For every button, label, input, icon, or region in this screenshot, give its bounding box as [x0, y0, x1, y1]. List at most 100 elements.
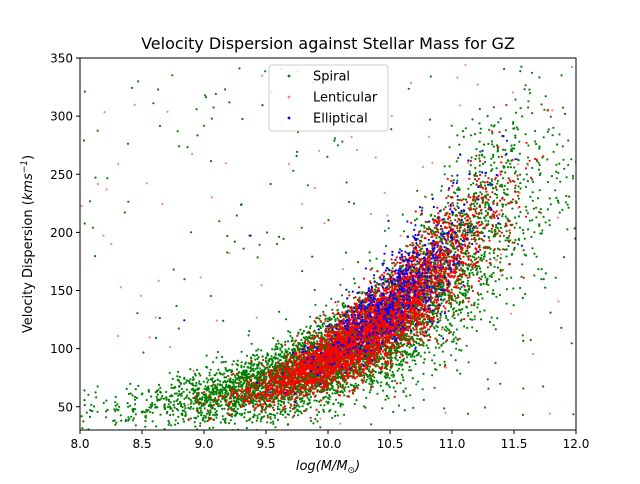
spiral-point: [310, 341, 313, 344]
spiral-point: [252, 369, 255, 372]
spiral-point: [222, 360, 225, 364]
spiral-point: [325, 304, 328, 307]
spiral-point: [242, 382, 245, 385]
spiral-point: [486, 266, 489, 269]
spiral-point: [400, 373, 403, 376]
spiral-point: [166, 410, 169, 413]
spiral-point: [513, 166, 516, 169]
spiral-point: [539, 208, 542, 211]
spiral-point: [492, 235, 495, 238]
spiral-point: [188, 380, 191, 383]
spiral-point: [423, 351, 426, 354]
spiral-point: [529, 338, 532, 341]
spiral-point: [438, 346, 441, 349]
spiral-point: [387, 397, 390, 400]
spiral-point: [460, 267, 463, 270]
spiral-point: [492, 153, 495, 156]
spiral-point: [371, 368, 374, 371]
spiral-point: [198, 411, 202, 414]
spiral-point: [511, 122, 515, 125]
spiral-point: [254, 403, 257, 406]
spiral-point: [465, 306, 469, 309]
spiral-point: [446, 318, 450, 322]
spiral-point: [234, 413, 237, 416]
spiral-point: [222, 388, 225, 391]
spiral-point: [381, 363, 384, 366]
spiral-point: [559, 180, 562, 183]
spiral-point: [560, 326, 563, 329]
spiral-point: [286, 413, 289, 416]
spiral-point: [334, 318, 337, 321]
spiral-point: [503, 184, 506, 187]
spiral-point: [276, 418, 280, 421]
spiral-point: [256, 416, 259, 420]
spiral-point: [570, 158, 573, 161]
spiral-point: [433, 312, 436, 315]
spiral-point: [413, 219, 417, 222]
spiral-point: [373, 288, 377, 291]
spiral-point: [324, 395, 327, 398]
spiral-point: [422, 372, 425, 375]
spiral-point: [240, 361, 243, 364]
spiral-point: [420, 343, 423, 346]
spiral-point: [132, 407, 135, 410]
spiral-point: [531, 180, 535, 183]
spiral-point: [223, 420, 226, 423]
spiral-point: [192, 392, 195, 395]
spiral-point: [433, 386, 436, 389]
spiral-point: [171, 409, 174, 412]
spiral-point: [501, 205, 504, 208]
spiral-point: [276, 357, 279, 360]
spiral-point: [491, 180, 494, 183]
spiral-point: [452, 179, 455, 182]
spiral-point: [388, 377, 391, 380]
spiral-point: [316, 325, 319, 328]
spiral-point: [177, 394, 180, 397]
spiral-point: [459, 319, 462, 322]
spiral-point: [119, 414, 122, 417]
spiral-point: [448, 329, 451, 332]
spiral-point: [366, 375, 369, 378]
spiral-point: [490, 178, 493, 181]
spiral-point: [219, 380, 222, 383]
spiral-point: [379, 358, 382, 361]
spiral-point: [221, 415, 224, 418]
spiral-point: [477, 298, 480, 301]
spiral-point: [301, 399, 304, 402]
spiral-point: [471, 318, 474, 321]
spiral-point: [331, 392, 334, 395]
spiral-point: [293, 349, 296, 352]
spiral-point: [412, 323, 415, 326]
spiral-point: [339, 283, 342, 286]
spiral-point: [127, 416, 130, 419]
spiral-point: [212, 413, 215, 416]
spiral-point: [215, 393, 218, 396]
spiral-point: [134, 388, 137, 391]
spiral-point: [232, 378, 235, 381]
spiral-point: [321, 323, 324, 326]
spiral-point: [528, 88, 531, 91]
spiral-point: [209, 368, 212, 371]
spiral-point: [134, 403, 137, 406]
spiral-point: [492, 271, 495, 274]
spiral-point: [287, 401, 290, 404]
spiral-point: [470, 234, 473, 237]
spiral-point: [165, 390, 168, 394]
spiral-point: [403, 409, 406, 412]
spiral-point: [390, 374, 393, 377]
spiral-point: [444, 363, 447, 366]
spiral-point: [115, 421, 118, 424]
spiral-point: [555, 163, 558, 166]
spiral-point: [326, 396, 330, 399]
spiral-point: [238, 379, 241, 382]
spiral-point: [445, 329, 448, 332]
spiral-point: [322, 310, 325, 313]
spiral-point: [533, 252, 536, 255]
spiral-point: [405, 333, 409, 336]
spiral-point: [223, 419, 226, 422]
spiral-point: [169, 407, 172, 410]
spiral-point: [202, 416, 205, 420]
spiral-point: [442, 249, 445, 252]
spiral-point: [217, 404, 220, 408]
spiral-point: [279, 412, 282, 415]
